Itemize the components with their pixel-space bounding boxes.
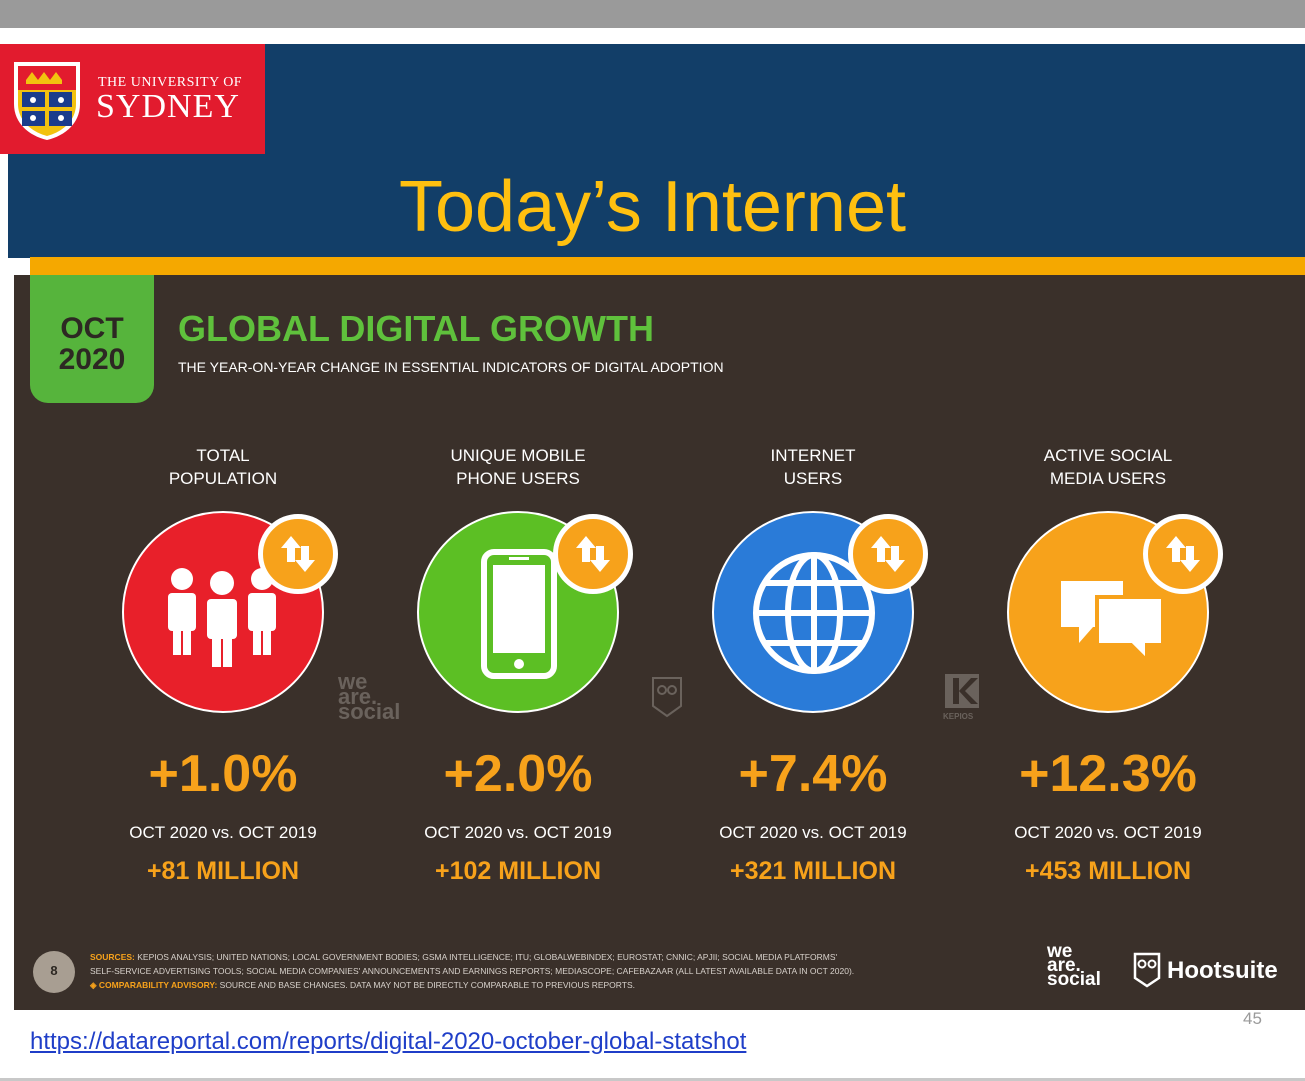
slide-title: Today’s Internet xyxy=(399,167,906,247)
indicator-label-line: USERS xyxy=(783,469,843,488)
indicator-absolute-change: +321 MILLION xyxy=(729,857,896,885)
logo-text-main: SYDNEY xyxy=(96,88,240,125)
indicator-label-line: PHONE USERS xyxy=(456,469,580,488)
indicator-label-line: UNIQUE MOBILE xyxy=(450,446,586,465)
indicator-comparison: OCT 2020 vs. OCT 2019 xyxy=(719,823,907,842)
page-number-badge xyxy=(33,951,75,993)
indicator-label: UNIQUE MOBILE PHONE USERS xyxy=(368,444,668,490)
panel-subheading: THE YEAR-ON-YEAR CHANGE IN ESSENTIAL IND… xyxy=(178,359,724,375)
university-logo: THE UNIVERSITY OF SYDNEY xyxy=(0,44,265,154)
indicator-circle-mobile xyxy=(417,511,619,713)
up-down-arrows-icon xyxy=(576,536,610,572)
wearesocial-watermark: we are. social xyxy=(338,669,401,724)
chat-bubbles-icon xyxy=(1061,581,1165,666)
indicator-label-line: MEDIA USERS xyxy=(1049,469,1167,488)
date-year: 2020 xyxy=(58,343,126,376)
indicator-comparison: OCT 2020 vs. OCT 2019 xyxy=(129,823,317,842)
hootsuite-logo-text: Hootsuite xyxy=(1167,957,1278,984)
indicator-label: ACTIVE SOCIAL MEDIA USERS xyxy=(958,444,1258,490)
change-badge xyxy=(553,514,633,594)
kepios-logo-icon xyxy=(945,674,979,708)
indicator-label: INTERNET USERS xyxy=(663,444,963,490)
indicator-change-percent: +7.4% xyxy=(738,745,888,803)
title-rule xyxy=(30,257,1305,275)
indicator-change-percent: +1.0% xyxy=(148,745,298,803)
hootsuite-owl-icon xyxy=(1133,952,1161,988)
date-tab xyxy=(30,275,154,403)
up-down-arrows-icon xyxy=(871,536,905,572)
indicator-label-line: TOTAL xyxy=(196,446,250,465)
indicator-absolute-change: +102 MILLION xyxy=(434,857,601,885)
indicator-label-line: ACTIVE SOCIAL xyxy=(1043,446,1173,465)
slide-number: 45 xyxy=(1243,1009,1262,1028)
logo-text-top: THE UNIVERSITY OF xyxy=(98,75,243,90)
up-down-arrows-icon xyxy=(1166,536,1200,572)
top-strip xyxy=(0,0,1305,28)
source-link[interactable]: https://datareportal.com/reports/digital… xyxy=(30,1028,747,1055)
indicator-absolute-change: +453 MILLION xyxy=(1024,857,1191,885)
change-badge xyxy=(258,514,338,594)
change-badge xyxy=(848,514,928,594)
bottom-divider xyxy=(0,1078,1305,1081)
page-number: 8 xyxy=(50,963,58,978)
indicator-absolute-change: +81 MILLION xyxy=(146,857,300,885)
kepios-watermark-text: KEPIOS xyxy=(943,712,974,721)
change-badge xyxy=(1143,514,1223,594)
sources-line: SELF-SERVICE ADVERTISING TOOLS; SOCIAL M… xyxy=(90,966,855,976)
crest-icon xyxy=(14,62,80,140)
globe-icon xyxy=(753,552,875,674)
indicator-change-percent: +12.3% xyxy=(1019,745,1197,803)
sources-line: SOURCES: KEPIOS ANALYSIS; UNITED NATIONS… xyxy=(90,952,838,962)
wearesocial-logo: we are. social xyxy=(1047,941,1101,990)
people-icon xyxy=(168,568,276,667)
mobile-phone-icon xyxy=(481,549,557,679)
advisory-line: ◈ COMPARABILITY ADVISORY: SOURCE AND BAS… xyxy=(90,980,635,990)
indicator-comparison: OCT 2020 vs. OCT 2019 xyxy=(1014,823,1202,842)
indicator-label-line: POPULATION xyxy=(168,469,278,488)
indicator-label-line: INTERNET xyxy=(770,446,856,465)
hootsuite-owl-watermark-icon xyxy=(652,677,682,718)
panel-heading: GLOBAL DIGITAL GROWTH xyxy=(178,308,654,349)
indicator-change-percent: +2.0% xyxy=(443,745,593,803)
date-month: OCT xyxy=(60,312,124,345)
indicator-comparison: OCT 2020 vs. OCT 2019 xyxy=(424,823,612,842)
up-down-arrows-icon xyxy=(281,536,315,572)
indicator-label: TOTAL POPULATION xyxy=(73,444,373,490)
